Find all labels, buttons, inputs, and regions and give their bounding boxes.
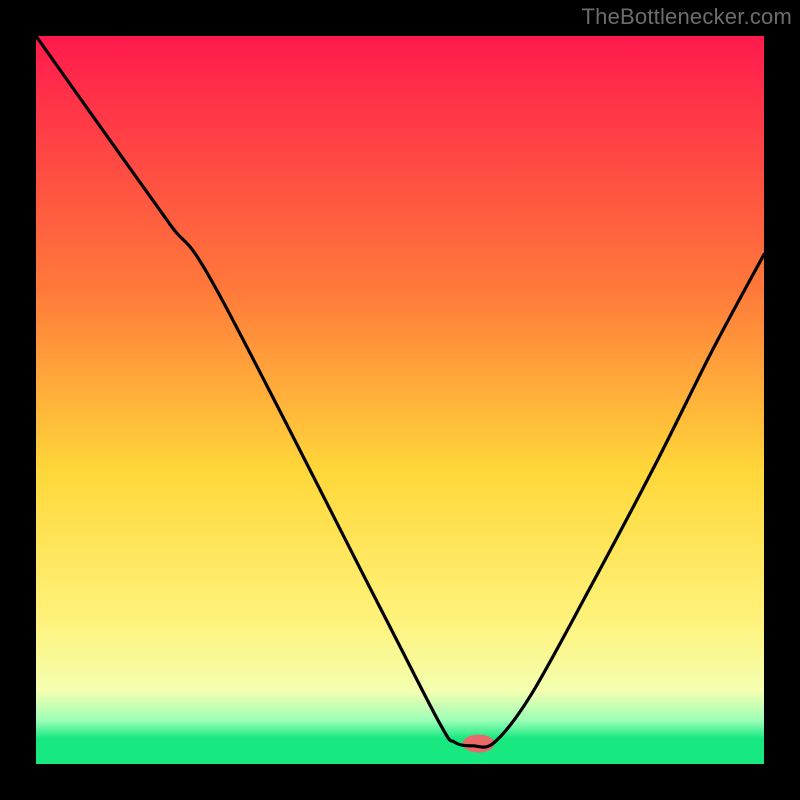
bottleneck-curve-chart xyxy=(0,0,800,800)
green-band xyxy=(36,739,764,764)
chart-root: TheBottlenecker.com xyxy=(0,0,800,800)
min-marker xyxy=(463,735,495,753)
watermark-text: TheBottlenecker.com xyxy=(582,4,792,30)
plot-background xyxy=(36,36,764,764)
